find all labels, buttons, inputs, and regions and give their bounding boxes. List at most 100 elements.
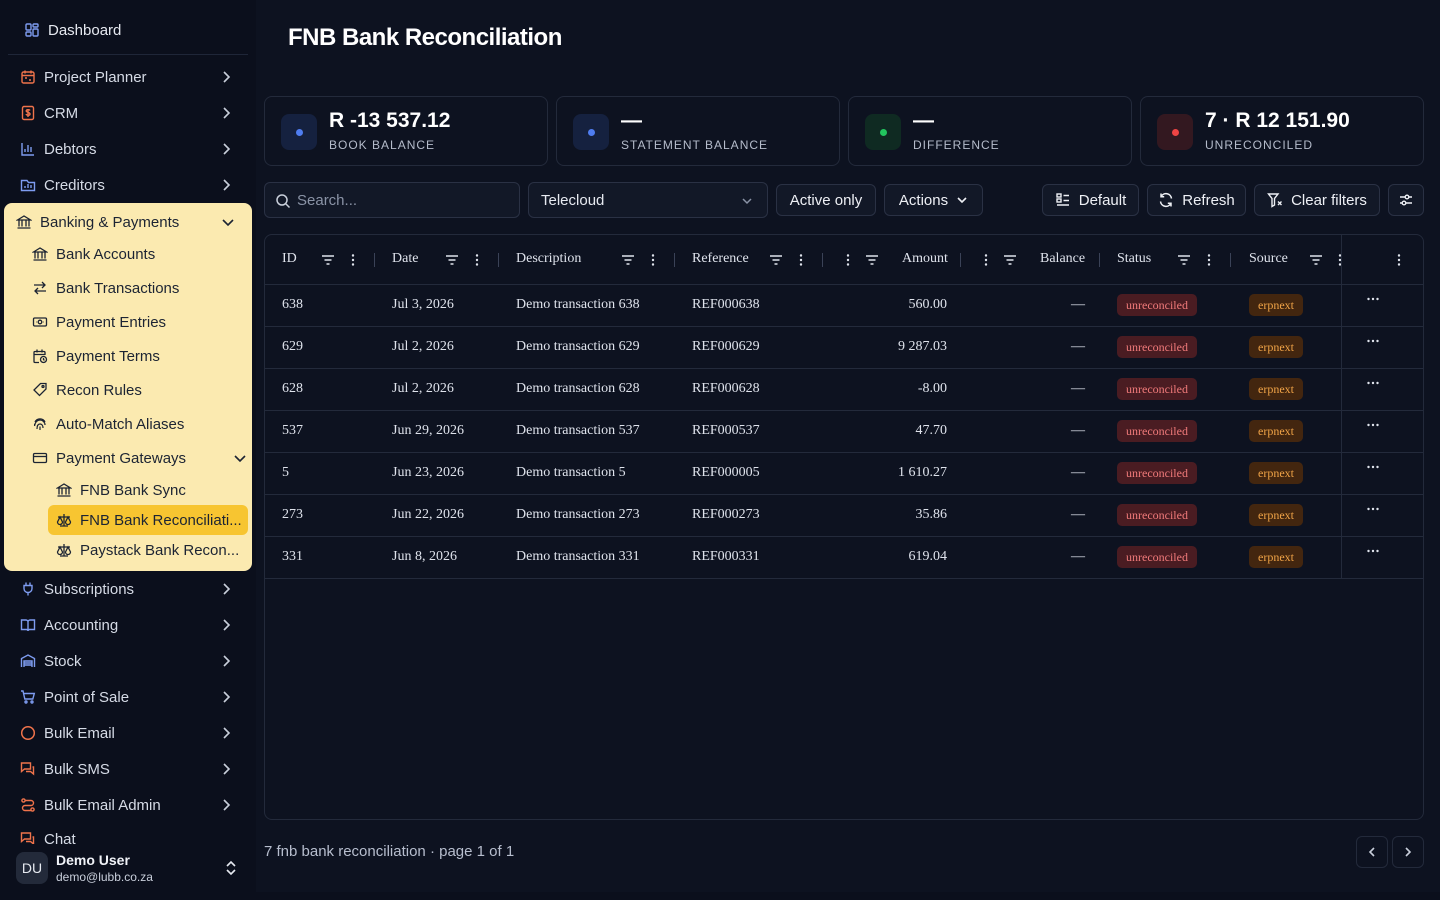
sidebar-item-auto-match-aliases[interactable]: Auto-Match Aliases bbox=[32, 409, 244, 439]
sidebar-item-creditors[interactable]: Creditors bbox=[8, 168, 248, 202]
more-horizontal-icon[interactable] bbox=[1365, 291, 1381, 307]
sidebar-item-label: Subscriptions bbox=[44, 580, 135, 598]
column-divider[interactable] bbox=[822, 253, 823, 267]
sidebar-item-bulk-email[interactable]: Bulk Email bbox=[8, 716, 248, 750]
sidebar-item-bank-accounts[interactable]: Bank Accounts bbox=[32, 239, 244, 269]
column-divider[interactable] bbox=[1230, 253, 1231, 267]
filter-icon[interactable] bbox=[444, 252, 460, 268]
column-menu-icon[interactable] bbox=[469, 252, 485, 268]
bank-icon bbox=[16, 214, 32, 230]
column-header-amount[interactable]: Amount bbox=[902, 251, 948, 266]
table-row[interactable]: 5 Jun 23, 2026 Demo transaction 5 REF000… bbox=[265, 453, 1423, 495]
filter-icon[interactable] bbox=[320, 252, 336, 268]
sidebar-item-payment-entries[interactable]: Payment Entries bbox=[32, 307, 244, 337]
sidebar-item-bank-transactions[interactable]: Bank Transactions bbox=[32, 273, 244, 303]
sidebar-item-bulk-email-admin[interactable]: Bulk Email Admin bbox=[8, 788, 248, 822]
column-divider[interactable] bbox=[498, 253, 499, 267]
table-row[interactable]: 537 Jun 29, 2026 Demo transaction 537 RE… bbox=[265, 411, 1423, 453]
sidebar-item-accounting[interactable]: Accounting bbox=[8, 608, 248, 642]
company-select[interactable]: Telecloud bbox=[528, 182, 768, 218]
list-layout-icon bbox=[1056, 193, 1069, 206]
sidebar-item-recon-rules[interactable]: Recon Rules bbox=[32, 375, 244, 405]
sidebar-item-fnb-bank-sync[interactable]: FNB Bank Sync bbox=[48, 475, 248, 505]
sidebar-item-bulk-sms[interactable]: Bulk SMS bbox=[8, 752, 248, 786]
sidebar-item-point-of-sale[interactable]: Point of Sale bbox=[8, 680, 248, 714]
sidebar-item-project-planner[interactable]: Project Planner bbox=[8, 60, 248, 94]
column-header-status[interactable]: Status bbox=[1117, 251, 1152, 266]
cell-date: Jun 29, 2026 bbox=[392, 423, 464, 438]
sidebar-item-chat[interactable]: Chat bbox=[8, 826, 248, 844]
prev-page-button[interactable] bbox=[1356, 836, 1388, 868]
sidebar-item-dashboard[interactable]: Dashboard bbox=[8, 12, 248, 48]
active-only-button[interactable]: Active only bbox=[776, 184, 876, 216]
column-menu-icon[interactable] bbox=[345, 252, 361, 268]
column-divider[interactable] bbox=[960, 253, 961, 267]
calendar-icon bbox=[20, 69, 36, 85]
chevron-right-icon bbox=[223, 763, 231, 775]
sidebar-item-crm[interactable]: CRM bbox=[8, 96, 248, 130]
sidebar-item-stock[interactable]: Stock bbox=[8, 644, 248, 678]
table-menu-icon[interactable] bbox=[1391, 252, 1407, 268]
sidebar-item-label: Recon Rules bbox=[56, 381, 142, 399]
column-header-source[interactable]: Source bbox=[1249, 251, 1288, 266]
folder-chart-icon bbox=[20, 177, 36, 193]
search-input[interactable]: Search... bbox=[264, 182, 520, 218]
sidebar-item-fnb-bank-reconciliation[interactable]: FNB Bank Reconciliati... bbox=[48, 505, 248, 535]
sidebar-item-debtors[interactable]: Debtors bbox=[8, 132, 248, 166]
column-header-balance[interactable]: Balance bbox=[1040, 251, 1086, 266]
column-menu-icon[interactable] bbox=[978, 252, 994, 268]
column-header-id[interactable]: ID bbox=[282, 251, 297, 266]
column-menu-icon[interactable] bbox=[840, 252, 856, 268]
avatar: DU bbox=[16, 852, 48, 884]
filter-icon[interactable] bbox=[1176, 252, 1192, 268]
filter-icon[interactable] bbox=[620, 252, 636, 268]
chevron-right-icon bbox=[223, 179, 231, 191]
table-row[interactable]: 331 Jun 8, 2026 Demo transaction 331 REF… bbox=[265, 537, 1423, 579]
more-horizontal-icon[interactable] bbox=[1365, 459, 1381, 475]
cell-date: Jul 2, 2026 bbox=[392, 339, 454, 354]
filter-icon[interactable] bbox=[864, 252, 880, 268]
column-header-reference[interactable]: Reference bbox=[692, 251, 749, 266]
sidebar-item-subscriptions[interactable]: Subscriptions bbox=[8, 572, 248, 606]
sidebar-item-label: Payment Terms bbox=[56, 347, 160, 365]
sidebar-item-payment-gateways[interactable]: Payment Gateways bbox=[32, 443, 248, 473]
table-row[interactable]: 638 Jul 3, 2026 Demo transaction 638 REF… bbox=[265, 285, 1423, 327]
bank-icon bbox=[32, 246, 48, 262]
cell-description: Demo transaction 629 bbox=[516, 339, 640, 354]
default-view-button[interactable]: Default bbox=[1042, 184, 1139, 216]
cell-id: 5 bbox=[282, 465, 289, 480]
sidebar-item-payment-terms[interactable]: Payment Terms bbox=[32, 341, 244, 371]
column-menu-icon[interactable] bbox=[1332, 252, 1348, 268]
actions-dropdown-button[interactable]: Actions bbox=[884, 184, 983, 216]
settings-sliders-button[interactable] bbox=[1388, 184, 1424, 216]
column-divider[interactable] bbox=[1099, 253, 1100, 267]
column-divider[interactable] bbox=[674, 253, 675, 267]
column-menu-icon[interactable] bbox=[1201, 252, 1217, 268]
table-row[interactable]: 273 Jun 22, 2026 Demo transaction 273 RE… bbox=[265, 495, 1423, 537]
refresh-button[interactable]: Refresh bbox=[1147, 184, 1246, 216]
table-row[interactable]: 628 Jul 2, 2026 Demo transaction 628 REF… bbox=[265, 369, 1423, 411]
sidebar-group-header-banking[interactable]: Banking & Payments bbox=[16, 207, 248, 237]
cell-reference: REF000331 bbox=[692, 549, 760, 564]
filter-icon[interactable] bbox=[768, 252, 784, 268]
filter-icon[interactable] bbox=[1002, 252, 1018, 268]
column-header-description[interactable]: Description bbox=[516, 251, 582, 266]
sidebar-item-paystack-bank-recon[interactable]: Paystack Bank Recon... bbox=[48, 535, 248, 565]
column-header-date[interactable]: Date bbox=[392, 251, 419, 266]
column-menu-icon[interactable] bbox=[645, 252, 661, 268]
next-page-button[interactable] bbox=[1392, 836, 1424, 868]
table-row[interactable]: 629 Jul 2, 2026 Demo transaction 629 REF… bbox=[265, 327, 1423, 369]
column-menu-icon[interactable] bbox=[793, 252, 809, 268]
column-divider[interactable] bbox=[374, 253, 375, 267]
more-horizontal-icon[interactable] bbox=[1365, 417, 1381, 433]
clear-filters-button[interactable]: Clear filters bbox=[1254, 184, 1380, 216]
more-horizontal-icon[interactable] bbox=[1365, 501, 1381, 517]
chevron-right-icon bbox=[223, 619, 231, 631]
more-horizontal-icon[interactable] bbox=[1365, 333, 1381, 349]
more-horizontal-icon[interactable] bbox=[1365, 375, 1381, 391]
sliders-icon bbox=[1400, 194, 1412, 206]
cell-date: Jun 8, 2026 bbox=[392, 549, 457, 564]
filter-icon[interactable] bbox=[1308, 252, 1324, 268]
more-horizontal-icon[interactable] bbox=[1365, 543, 1381, 559]
user-menu[interactable]: DU Demo User demo@lubb.co.za bbox=[16, 850, 248, 886]
